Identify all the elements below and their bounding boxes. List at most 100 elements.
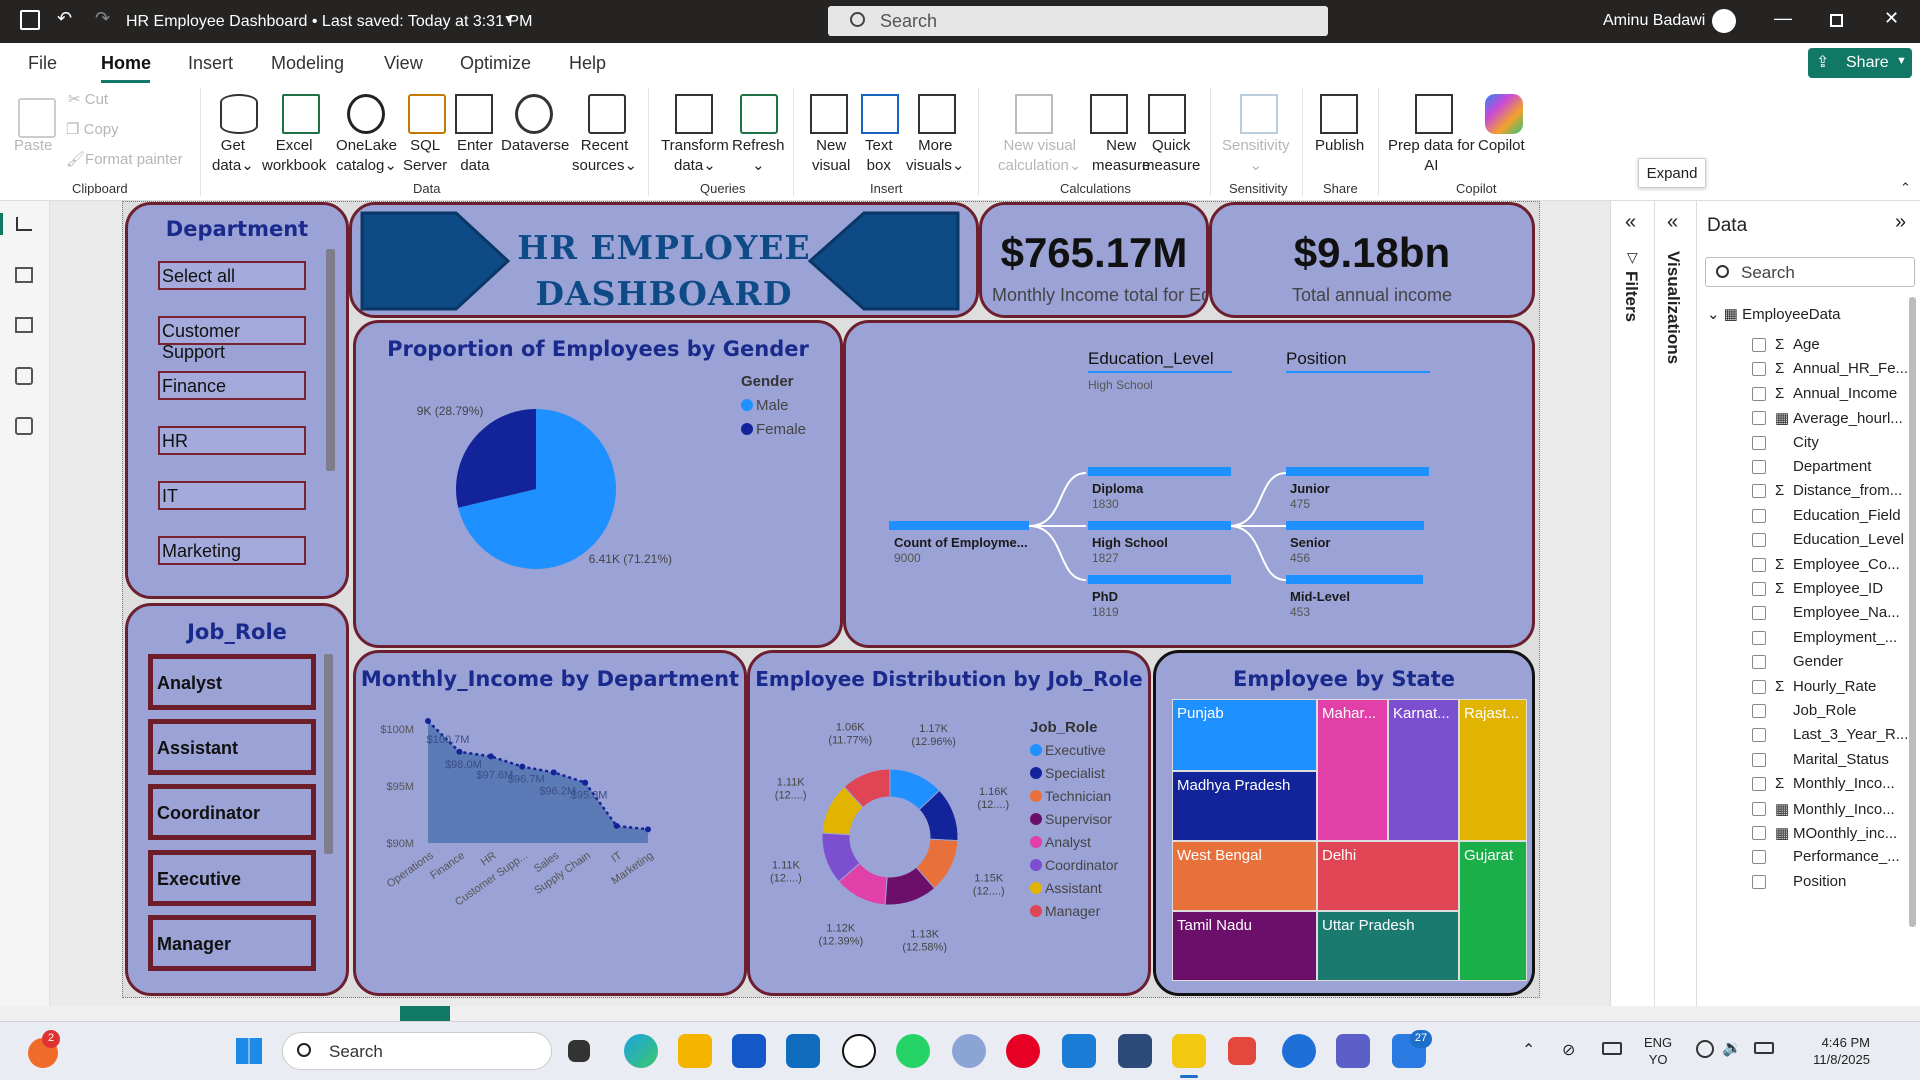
field-item[interactable]: Σ Distance_from... [1775, 482, 1902, 499]
report-view-icon[interactable] [0, 213, 3, 235]
field-item[interactable]: Last_3_Year_R... [1775, 726, 1908, 743]
field-checkbox[interactable] [1752, 582, 1766, 596]
avatar[interactable] [1712, 9, 1736, 33]
level-header-education[interactable]: Education_Level [1088, 349, 1214, 368]
slicer-item-hr[interactable]: HR [158, 426, 306, 455]
model-view-icon[interactable] [15, 317, 33, 333]
field-item[interactable]: Employee_Na... [1775, 604, 1900, 621]
title-search-input[interactable]: Search [828, 6, 1328, 36]
collapse-ribbon-icon[interactable]: ⌃ [1900, 180, 1911, 195]
field-checkbox[interactable] [1752, 386, 1766, 401]
field-item[interactable]: Marital_Status [1775, 751, 1889, 768]
more-visuals-button[interactable]: More visuals⌄ [906, 137, 965, 174]
sql-server-button[interactable]: SQL Server [403, 137, 448, 174]
field-item[interactable]: Σ Hourly_Rate [1775, 678, 1876, 695]
treemap-cell-maharashtra[interactable]: Mahar... [1317, 699, 1388, 841]
pane-scrollbar[interactable] [1909, 297, 1916, 927]
user-name[interactable]: Aminu Badawi [1603, 12, 1706, 29]
enter-data-button[interactable]: Enter data [457, 137, 493, 174]
table-expander[interactable]: ⌄ ▦ EmployeeData [1707, 306, 1841, 323]
tmdl-view-icon[interactable] [15, 417, 33, 435]
collapse-pane-icon[interactable]: » [1895, 211, 1907, 233]
field-item[interactable]: Σ Employee_ID [1775, 580, 1883, 597]
volume-icon[interactable]: 🔉 [1722, 1040, 1742, 1057]
report-view-icon[interactable] [16, 217, 32, 231]
level-header-position[interactable]: Position [1286, 349, 1347, 368]
copy-button[interactable]: ❐ Copy [66, 121, 119, 138]
slicer-item-executive[interactable]: Executive [148, 850, 316, 906]
show-hidden-icons-icon[interactable]: ⌃ [1522, 1042, 1536, 1059]
slicer-item-it[interactable]: IT [158, 481, 306, 510]
data-point[interactable] [519, 763, 526, 770]
field-checkbox[interactable] [1752, 874, 1766, 889]
snipping-tool-icon[interactable] [1228, 1037, 1256, 1065]
save-icon[interactable] [20, 10, 40, 30]
legend-item-analyst[interactable]: Analyst [1030, 834, 1091, 850]
decomp-bar-diploma[interactable] [1088, 467, 1231, 476]
treemap-cell-gujarat[interactable]: Gujarat [1459, 841, 1527, 981]
field-checkbox[interactable] [1752, 728, 1766, 743]
slicer-item-analyst[interactable]: Analyst [148, 654, 316, 710]
field-item[interactable]: Job_Role [1775, 702, 1856, 719]
field-item[interactable]: Performance_... [1775, 848, 1900, 865]
legend-item-technician[interactable]: Technician [1030, 788, 1111, 804]
page-tab-active[interactable] [400, 1006, 450, 1021]
paste-button[interactable]: Paste [14, 137, 53, 154]
field-item[interactable]: Education_Field [1775, 507, 1901, 524]
slicer-item-customer-support[interactable]: Customer Support [158, 316, 306, 362]
field-item[interactable]: Employment_... [1775, 629, 1897, 646]
dataverse-button[interactable]: Dataverse [501, 137, 570, 154]
dax-query-icon[interactable] [15, 367, 33, 385]
remote-app-icon[interactable] [1118, 1034, 1152, 1068]
treemap-cell-madhya-pradesh[interactable]: Madhya Pradesh [1172, 771, 1317, 841]
legend-item-manager[interactable]: Manager [1030, 903, 1100, 919]
transform-data-button[interactable]: Transform data⌄ [661, 137, 729, 174]
format-painter-button[interactable]: 🖌Format painter [66, 151, 183, 168]
data-point[interactable] [425, 718, 431, 725]
field-checkbox[interactable] [1752, 460, 1766, 474]
task-view-icon[interactable] [568, 1040, 590, 1062]
legend-item-coordinator[interactable]: Coordinator [1030, 857, 1118, 873]
field-item[interactable]: Σ Employee_Co... [1775, 556, 1900, 573]
field-item[interactable]: Σ Annual_Income [1775, 385, 1897, 402]
state-treemap[interactable]: Employee by State Punjab Mahar... Karnat… [1153, 650, 1535, 996]
data-point[interactable] [487, 753, 494, 760]
job-role-donut-chart[interactable]: Employee Distribution by Job_Role 1.17K(… [747, 650, 1151, 996]
menu-home[interactable]: Home [101, 53, 152, 73]
field-checkbox[interactable] [1752, 679, 1766, 694]
field-item[interactable]: Σ Age [1775, 336, 1820, 353]
get-data-button[interactable]: Get data⌄ [212, 137, 254, 174]
data-point[interactable] [645, 826, 651, 833]
monthly-income-area-chart[interactable]: Monthly_Income by Department $90M $95M $10… [353, 650, 747, 996]
field-checkbox[interactable] [1752, 606, 1766, 621]
undo-icon[interactable]: ↶ [57, 8, 73, 28]
decomp-bar-junior[interactable] [1286, 467, 1429, 476]
area-fill[interactable] [428, 721, 648, 843]
legend-item-male[interactable]: Male [741, 397, 789, 414]
decomp-bar-high-school[interactable] [1088, 521, 1231, 530]
vscode-icon[interactable] [1062, 1034, 1096, 1068]
field-checkbox[interactable] [1752, 362, 1766, 377]
store-icon[interactable] [732, 1034, 766, 1068]
battery-icon[interactable] [1754, 1042, 1774, 1054]
visualizations-pane-collapsed[interactable]: « Visualizations [1654, 201, 1696, 1021]
edge-icon[interactable] [624, 1034, 658, 1068]
slicer-scrollbar[interactable] [324, 654, 333, 854]
expand-chevron-icon[interactable]: « [1667, 211, 1679, 233]
close-icon[interactable]: ✕ [1884, 8, 1900, 28]
redo-icon[interactable]: ↷ [95, 8, 111, 28]
donut-slice-manager[interactable] [843, 768, 891, 809]
field-checkbox[interactable] [1752, 826, 1766, 840]
field-checkbox[interactable] [1752, 630, 1766, 645]
restore-icon[interactable] [1830, 14, 1843, 27]
data-point[interactable] [550, 769, 557, 776]
new-measure-button[interactable]: New measure [1092, 137, 1151, 174]
field-checkbox[interactable] [1752, 435, 1766, 450]
publish-button[interactable]: Publish [1315, 137, 1365, 154]
field-checkbox[interactable] [1752, 850, 1766, 865]
treemap-cell-rajasthan[interactable]: Rajast... [1459, 699, 1527, 841]
data-point[interactable] [456, 748, 463, 755]
expand-chevron-icon[interactable]: « [1625, 211, 1637, 233]
menu-optimize[interactable]: Optimize [460, 53, 532, 73]
pinterest-icon[interactable] [1006, 1034, 1040, 1068]
